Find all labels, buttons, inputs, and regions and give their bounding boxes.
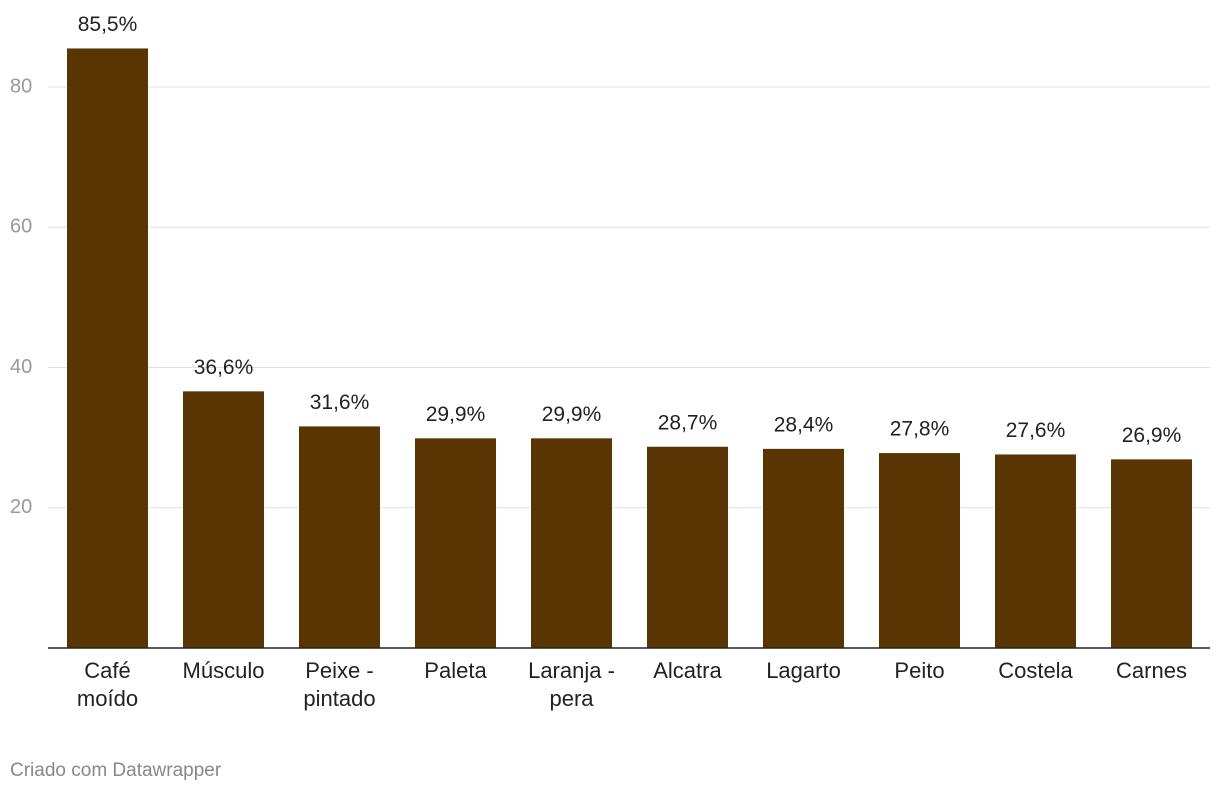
bar — [299, 426, 380, 648]
value-label: 31,6% — [310, 391, 370, 414]
bar — [415, 438, 496, 648]
x-tick-label: Carnes — [1116, 658, 1187, 683]
x-tick-label: Paleta — [424, 658, 487, 683]
y-tick-label: 20 — [10, 496, 32, 518]
value-label: 29,9% — [426, 403, 486, 426]
value-label: 28,4% — [774, 413, 834, 436]
x-tick-label: Peixe - pintado — [303, 658, 376, 711]
value-label: 85,5% — [78, 13, 138, 36]
bar — [879, 453, 960, 648]
bar — [647, 446, 728, 648]
value-label: 27,6% — [1006, 419, 1066, 442]
x-tick-label: Laranja - pera — [528, 658, 615, 711]
bar — [763, 448, 844, 648]
x-tick-label: Costela — [998, 658, 1073, 683]
x-tick-label: Alcatra — [653, 658, 722, 683]
bar — [67, 48, 148, 648]
bar — [531, 438, 612, 648]
y-tick-label: 60 — [10, 216, 32, 238]
y-tick-label: 80 — [10, 75, 32, 97]
value-label: 26,9% — [1122, 424, 1182, 447]
x-tick-label: Café moído — [76, 658, 139, 711]
y-tick-label: 40 — [10, 356, 32, 378]
x-tick-label: Peito — [894, 658, 945, 683]
footer: Criado com Datawrapper — [10, 760, 222, 781]
value-label: 27,8% — [890, 418, 950, 441]
bar — [183, 391, 264, 648]
x-tick-label: Músculo — [182, 658, 265, 683]
bar — [1111, 459, 1192, 648]
value-label: 29,9% — [542, 403, 602, 426]
value-label: 28,7% — [658, 411, 718, 434]
x-tick-label: Lagarto — [766, 658, 841, 683]
value-label: 36,6% — [194, 356, 254, 379]
bar — [995, 454, 1076, 648]
